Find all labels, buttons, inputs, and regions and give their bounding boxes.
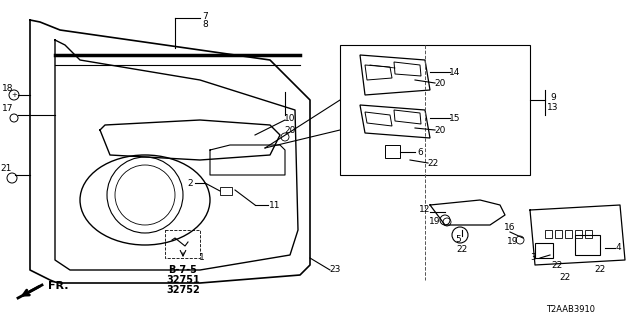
Bar [535,243,553,258]
Text: 11: 11 [269,201,281,210]
Text: 6: 6 [417,148,423,156]
Text: 13: 13 [547,102,559,111]
Text: 4: 4 [615,244,621,252]
Text: 20: 20 [435,78,445,87]
Text: 22: 22 [595,266,605,275]
Bar [575,235,600,255]
Text: 18: 18 [3,84,13,92]
Text: 1: 1 [199,253,205,262]
Text: 10: 10 [284,114,296,123]
Bar [575,230,582,238]
Text: 9: 9 [550,92,556,101]
Text: FR.: FR. [48,281,68,291]
Text: 19: 19 [508,237,519,246]
Text: 5: 5 [455,236,461,244]
Text: 20: 20 [435,125,445,134]
Text: T2AAB3910: T2AAB3910 [546,306,595,315]
Text: 22: 22 [428,158,438,167]
Text: 22: 22 [456,245,468,254]
Text: 23: 23 [330,266,340,275]
Text: 21: 21 [0,164,12,172]
Text: 22: 22 [552,260,563,269]
Text: 2: 2 [187,179,193,188]
Text: 12: 12 [419,205,431,214]
Text: 15: 15 [449,114,461,123]
Bar [555,230,562,238]
Bar [545,230,552,238]
Text: 22: 22 [559,274,571,283]
Bar [585,230,592,238]
Text: 32751: 32751 [166,275,200,285]
Text: 20: 20 [284,125,296,134]
Text: 16: 16 [504,223,516,233]
Bar [220,187,232,195]
Bar [565,230,572,238]
Text: 32752: 32752 [166,285,200,295]
Text: 14: 14 [449,68,461,76]
Text: 19: 19 [429,218,441,227]
Text: 7: 7 [202,12,208,20]
Text: B-7-5: B-7-5 [168,265,197,275]
Text: +: + [11,92,17,98]
Text: 3: 3 [530,253,536,262]
Text: 8: 8 [202,20,208,28]
Text: 17: 17 [3,103,13,113]
